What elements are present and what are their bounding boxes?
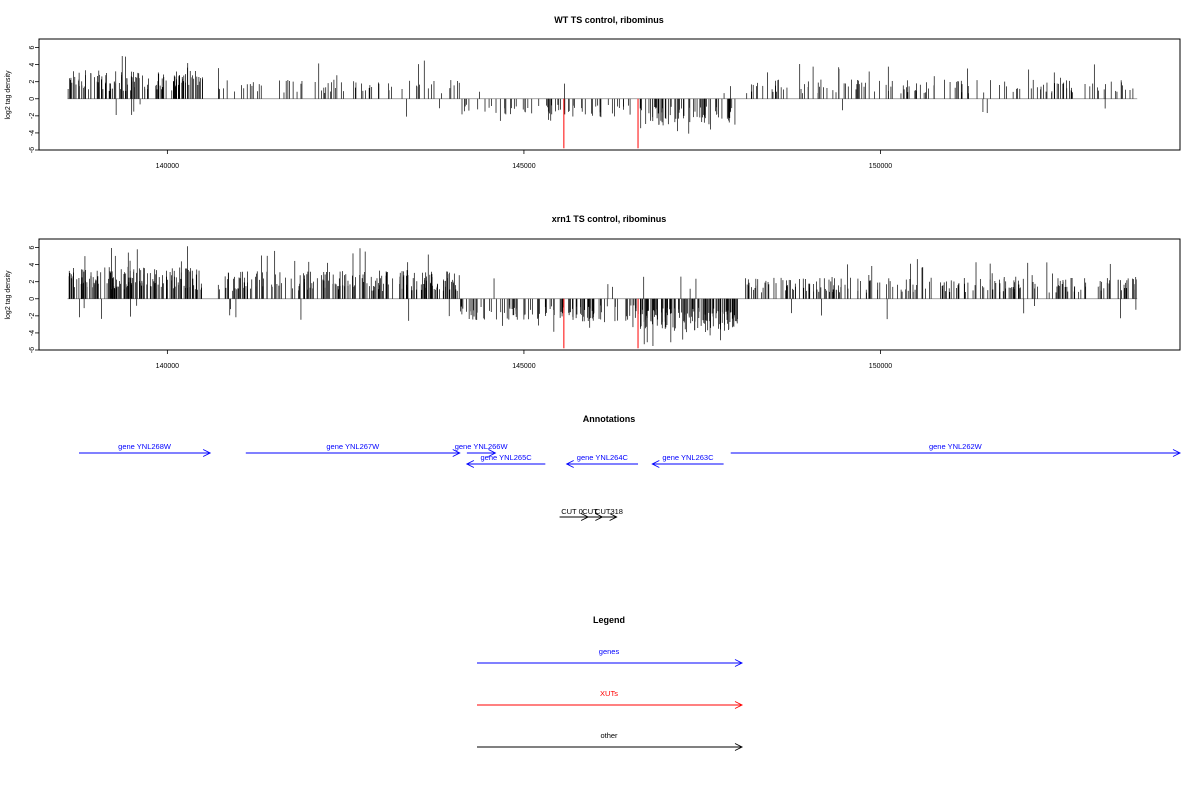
gene-label: gene YNL268W — [118, 442, 172, 451]
wt-y-ticks: -6 -4 -2 0 2 4 6 — [29, 45, 39, 153]
legend-arrow-other — [477, 743, 744, 751]
gene-label: gene YNL265C — [481, 453, 533, 462]
xrn1-y-axis-label: log2 tag density — [5, 270, 12, 320]
x-tick-label: 140000 — [156, 163, 179, 170]
annotations-title: Annotations — [583, 414, 636, 424]
legend-label-xut: XUTs — [600, 689, 618, 698]
xrn1-density-panel: xrn1 TS control, ribominus log2 tag dens… — [5, 214, 1181, 370]
y-tick-label: 4 — [29, 63, 36, 67]
x-tick-label: 140000 — [156, 363, 179, 370]
x-tick-label: 150000 — [869, 163, 892, 170]
legend-label-other: other — [600, 731, 618, 740]
legend-arrow-xut — [477, 701, 744, 709]
legend-label-gene: genes — [599, 647, 620, 656]
other-label: CUT318 — [595, 507, 623, 516]
xrn1-plot-frame — [38, 238, 1181, 351]
y-tick-label: 6 — [29, 45, 36, 49]
gene-label: gene YNL266W — [455, 442, 509, 451]
annotations-section: Annotations gene YNL268W gene YNL267W gene… — [79, 414, 1182, 521]
other-arrow — [588, 513, 618, 521]
y-tick-label: -6 — [29, 347, 36, 353]
y-tick-label: 2 — [29, 280, 36, 284]
gene-arrow — [466, 449, 497, 457]
gene-arrow — [651, 460, 724, 468]
y-tick-label: -4 — [29, 330, 36, 336]
other-label: CUT 0 — [561, 507, 583, 516]
y-tick-label: -4 — [29, 130, 36, 136]
xrn1-x-ticks: 140000 145000 150000 — [156, 350, 892, 370]
xrn1-y-ticks: -6 -4 -2 0 2 4 6 — [29, 245, 39, 353]
y-tick-label: 4 — [29, 263, 36, 267]
wt-panel-title: WT TS control, ribominus — [554, 15, 664, 25]
other-label: CUT — [582, 507, 598, 516]
gene-label: gene YNL264C — [577, 453, 629, 462]
legend-title: Legend — [593, 615, 625, 625]
x-tick-label: 150000 — [869, 363, 892, 370]
wt-density-panel: WT TS control, ribominus log2 tag densit… — [5, 15, 1181, 170]
gene-arrow — [245, 449, 461, 457]
legend-items: genes XUTs other — [477, 647, 744, 751]
legend-arrow-gene — [477, 659, 744, 667]
wt-density-bars — [67, 56, 1134, 134]
y-tick-label: -6 — [29, 147, 36, 153]
gene-arrow — [79, 449, 212, 457]
y-tick-label: 2 — [29, 80, 36, 84]
y-tick-label: 6 — [29, 245, 36, 249]
gene-label: gene YNL267W — [326, 442, 380, 451]
x-tick-label: 145000 — [512, 363, 535, 370]
wt-plot-frame — [38, 38, 1181, 151]
wt-x-ticks: 140000 145000 150000 — [156, 150, 892, 170]
y-tick-label: 0 — [29, 97, 36, 101]
wt-y-axis-label: log2 tag density — [5, 70, 12, 120]
legend-section: Legend genes XUTs other — [477, 615, 744, 751]
gene-label: gene YNL263C — [662, 453, 714, 462]
xrn1-density-bars — [68, 246, 1137, 346]
y-tick-label: 0 — [29, 297, 36, 301]
gene-label: gene YNL262W — [929, 442, 983, 451]
gene-arrow — [465, 460, 546, 468]
xrn1-panel-title: xrn1 TS control, ribominus — [552, 214, 667, 224]
wt-highlight-bars — [563, 98, 639, 149]
x-tick-label: 145000 — [512, 163, 535, 170]
gene-arrow — [730, 449, 1182, 457]
y-tick-label: -2 — [29, 313, 36, 319]
gene-annotations: gene YNL268W gene YNL267W gene YNL266W gene… — [79, 442, 1182, 468]
gene-arrow — [565, 460, 639, 468]
y-tick-label: -2 — [29, 113, 36, 119]
xrn1-highlight-bars — [563, 298, 639, 349]
